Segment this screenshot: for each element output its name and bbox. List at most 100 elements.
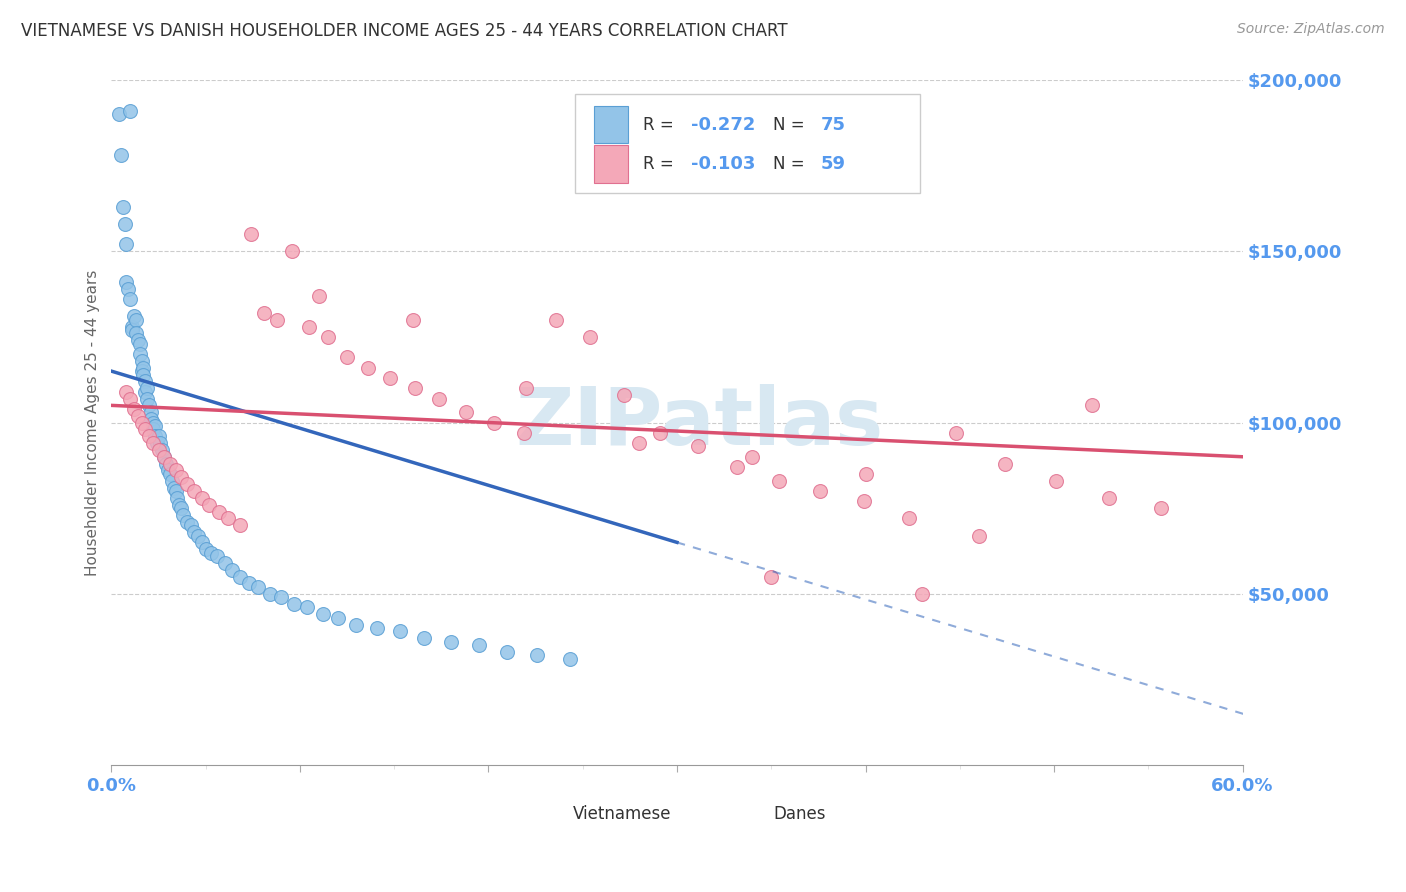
Text: -0.103: -0.103 [690, 155, 755, 173]
Point [897, 511, 920, 525]
Point [143, 429, 166, 443]
Point [156, 463, 179, 477]
Point [967, 528, 990, 542]
Point [148, 429, 170, 443]
Point [121, 323, 143, 337]
Point [176, 515, 198, 529]
Point [136, 381, 159, 395]
Point [131, 416, 153, 430]
Point [122, 401, 145, 416]
Point [153, 450, 176, 464]
Text: Source: ZipAtlas.com: Source: ZipAtlas.com [1237, 22, 1385, 37]
Point [648, 425, 671, 440]
Point [187, 528, 209, 542]
Point [526, 648, 548, 663]
Point [994, 457, 1017, 471]
Point [686, 440, 709, 454]
Text: 75: 75 [821, 115, 845, 134]
Point [183, 525, 205, 540]
Point [127, 334, 149, 348]
Text: R =: R = [643, 115, 679, 134]
Point [546, 312, 568, 326]
Point [148, 442, 170, 457]
Point [117, 282, 139, 296]
Point [388, 624, 411, 639]
Point [228, 518, 250, 533]
Point [761, 569, 783, 583]
Point [127, 409, 149, 423]
Point [194, 542, 217, 557]
Point [311, 607, 333, 622]
Point [205, 549, 228, 563]
FancyBboxPatch shape [595, 105, 628, 144]
Point [176, 477, 198, 491]
Point [108, 107, 131, 121]
Point [115, 384, 138, 399]
Point [170, 501, 193, 516]
Point [131, 354, 153, 368]
Point [198, 498, 221, 512]
Point [110, 148, 132, 162]
Point [217, 511, 239, 525]
Point [134, 384, 156, 399]
Point [214, 556, 236, 570]
Point [125, 312, 148, 326]
Point [768, 474, 790, 488]
Point [911, 587, 934, 601]
Point [239, 227, 262, 241]
Point [297, 600, 319, 615]
Point [150, 442, 173, 457]
Point [482, 416, 505, 430]
Point [142, 436, 165, 450]
Point [852, 494, 875, 508]
Point [945, 425, 967, 440]
Point [628, 436, 651, 450]
Point [613, 388, 636, 402]
Y-axis label: Householder Income Ages 25 - 44 years: Householder Income Ages 25 - 44 years [86, 269, 100, 575]
Point [115, 237, 138, 252]
Text: 59: 59 [821, 155, 845, 173]
Point [125, 326, 148, 341]
Point [496, 645, 519, 659]
Point [855, 467, 877, 481]
Point [159, 457, 181, 471]
Text: Danes: Danes [773, 805, 825, 823]
Point [1080, 398, 1102, 412]
Point [266, 312, 288, 326]
Point [139, 405, 162, 419]
Point [298, 319, 321, 334]
Point [440, 634, 463, 648]
Point [132, 360, 155, 375]
Point [270, 590, 292, 604]
Point [128, 347, 150, 361]
Point [121, 319, 143, 334]
Point [238, 576, 260, 591]
Point [579, 330, 602, 344]
Point [128, 336, 150, 351]
Point [380, 371, 402, 385]
Point [180, 518, 202, 533]
Point [134, 375, 156, 389]
FancyBboxPatch shape [575, 94, 920, 193]
FancyBboxPatch shape [731, 802, 765, 830]
Point [308, 289, 330, 303]
Point [283, 597, 305, 611]
Point [357, 360, 380, 375]
Text: ZIPatlas: ZIPatlas [516, 384, 884, 461]
Point [1098, 491, 1121, 505]
Point [336, 351, 359, 365]
Point [513, 425, 536, 440]
Point [153, 450, 176, 464]
Point [139, 412, 162, 426]
Point [515, 381, 537, 395]
Point [208, 504, 231, 518]
Point [166, 491, 188, 505]
Point [160, 474, 183, 488]
Point [247, 580, 270, 594]
Text: VIETNAMESE VS DANISH HOUSEHOLDER INCOME AGES 25 - 44 YEARS CORRELATION CHART: VIETNAMESE VS DANISH HOUSEHOLDER INCOME … [21, 22, 787, 40]
Point [725, 460, 748, 475]
Point [134, 422, 156, 436]
Point [558, 652, 581, 666]
Point [316, 330, 339, 344]
Point [454, 405, 477, 419]
